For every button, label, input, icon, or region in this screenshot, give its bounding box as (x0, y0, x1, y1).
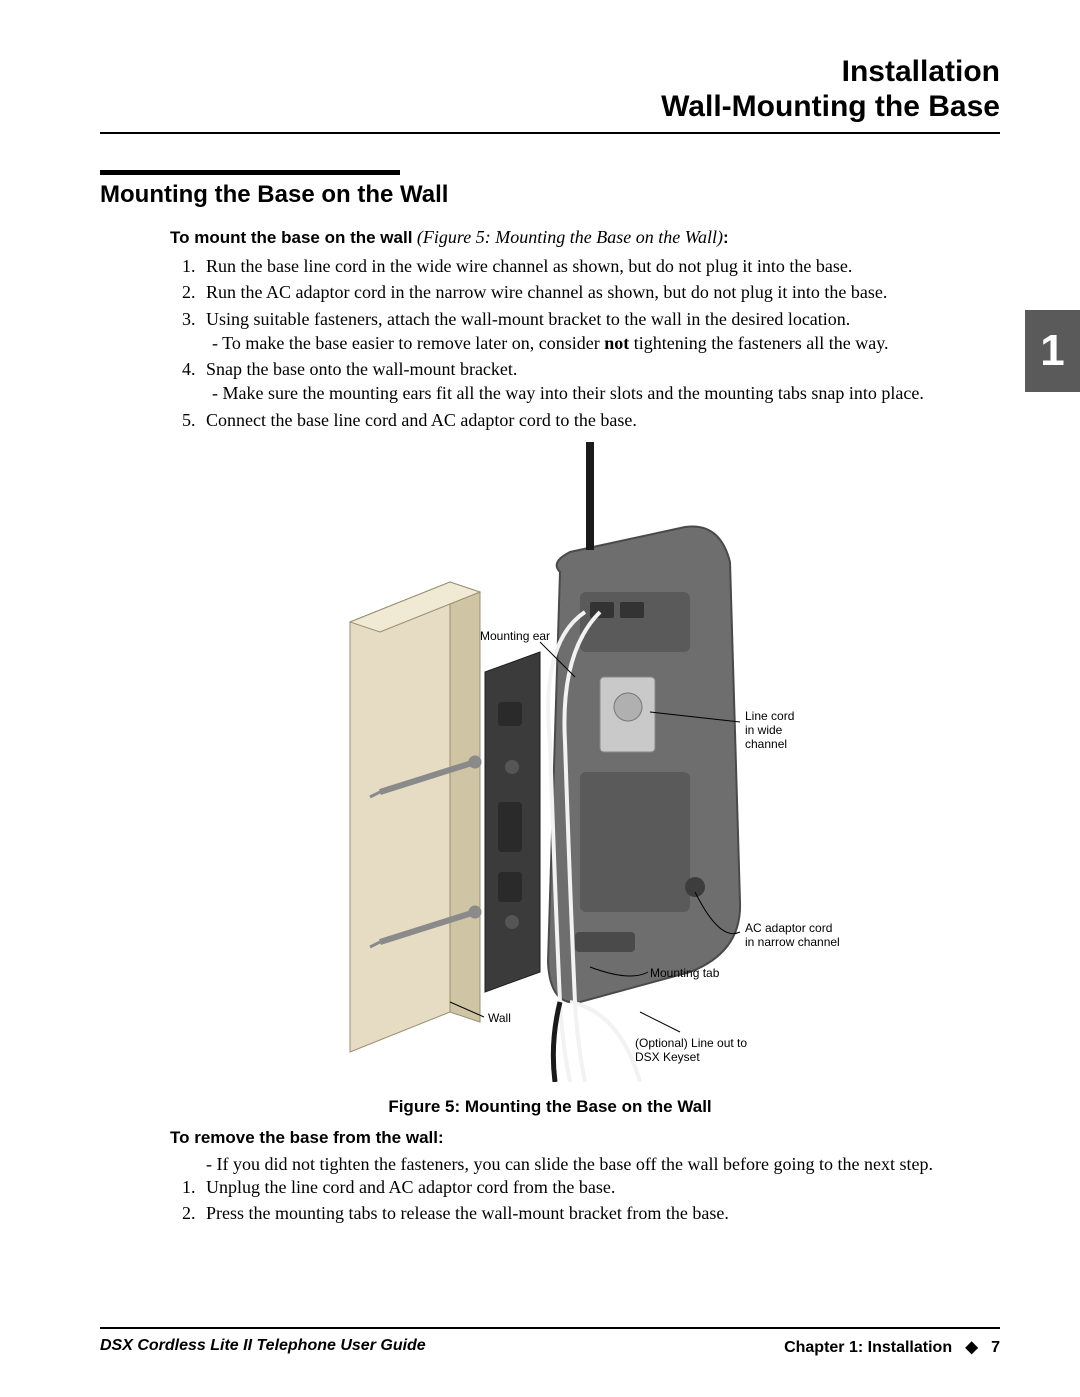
remove-pre-sub: If you did not tighten the fasteners, yo… (220, 1154, 1000, 1175)
base-unit (548, 527, 740, 1003)
header-subtitle: Wall-Mounting the Base (100, 90, 1000, 125)
step-4-sub: Make sure the mounting ears fit all the … (226, 381, 1000, 405)
callout-ac-2: in narrow channel (745, 935, 840, 949)
remove-steps: Unplug the line cord and AC adaptor cord… (170, 1175, 1000, 1226)
wall-shape (350, 582, 480, 1052)
callout-optional-2: DSX Keyset (635, 1050, 700, 1064)
step-5-text: Connect the base line cord and AC adapto… (206, 410, 637, 430)
callout-mounting-ear: Mounting ear (480, 629, 550, 643)
step-3-text: Using suitable fasteners, attach the wal… (206, 309, 850, 329)
callout-line-cord-1: Line cord (745, 709, 794, 723)
step-2-text: Run the AC adaptor cord in the narrow wi… (206, 282, 887, 302)
remove-step-1: Unplug the line cord and AC adaptor cord… (200, 1175, 1000, 1199)
intro-colon: : (723, 228, 729, 247)
callout-line-cord-2: in wide (745, 723, 783, 737)
intro-bold: To mount the base on the wall (170, 228, 412, 247)
step-5: Connect the base line cord and AC adapto… (200, 408, 1000, 432)
diamond-icon: ◆ (957, 1339, 987, 1356)
page-header: Installation Wall-Mounting the Base (100, 55, 1000, 124)
callout-optional-1: (Optional) Line out to (635, 1036, 747, 1050)
figure-diagram: Mounting ear Line cord in wide channel A… (240, 442, 860, 1082)
section-heading: Mounting the Base on the Wall (100, 181, 1000, 209)
figure-caption: Figure 5: Mounting the Base on the Wall (100, 1097, 1000, 1117)
step-1-text: Run the base line cord in the wide wire … (206, 256, 852, 276)
callout-mounting-tab: Mounting tab (650, 966, 720, 980)
callout-line-cord-3: channel (745, 737, 787, 751)
step-3: Using suitable fasteners, attach the wal… (200, 307, 1000, 356)
intro-italic: (Figure 5: Mounting the Base on the Wall… (412, 227, 723, 247)
step-3-sub: To make the base easier to remove later … (226, 331, 1000, 355)
footer-left: DSX Cordless Lite II Telephone User Guid… (100, 1337, 426, 1357)
header-rule (100, 132, 1000, 134)
step-2: Run the AC adaptor cord in the narrow wi… (200, 280, 1000, 304)
bracket (485, 652, 540, 992)
mount-steps: Run the base line cord in the wide wire … (170, 254, 1000, 432)
remove-heading: To remove the base from the wall: (170, 1127, 1000, 1148)
callout-wall: Wall (488, 1011, 511, 1025)
chapter-tab: 1 (1025, 310, 1080, 392)
mount-intro: To mount the base on the wall (Figure 5:… (170, 227, 1000, 248)
step-1: Run the base line cord in the wide wire … (200, 254, 1000, 278)
callout-ac-1: AC adaptor cord (745, 921, 832, 935)
header-title: Installation (100, 55, 1000, 90)
footer-right: Chapter 1: Installation ◆ 7 (784, 1337, 1000, 1357)
figure-wrap: Mounting ear Line cord in wide channel A… (100, 442, 1000, 1087)
page-footer: DSX Cordless Lite II Telephone User Guid… (100, 1329, 1000, 1357)
step-4-text: Snap the base onto the wall-mount bracke… (206, 359, 517, 379)
step-4: Snap the base onto the wall-mount bracke… (200, 357, 1000, 406)
section-bar (100, 170, 400, 175)
remove-step-2: Press the mounting tabs to release the w… (200, 1201, 1000, 1225)
